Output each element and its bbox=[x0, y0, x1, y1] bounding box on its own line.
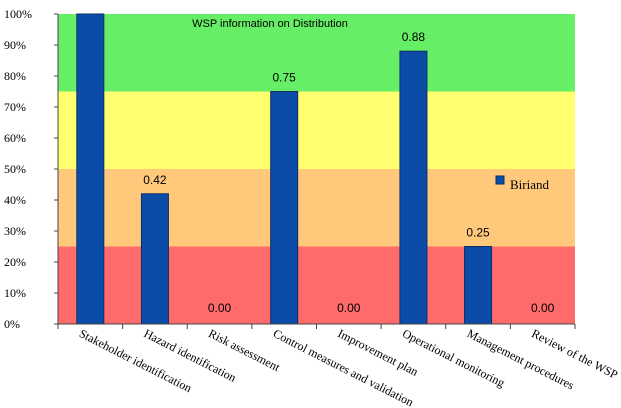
y-tick-label: 10% bbox=[4, 286, 26, 300]
band-0 bbox=[58, 246, 575, 324]
bar bbox=[464, 246, 493, 325]
y-tick-label: 100% bbox=[4, 7, 32, 21]
legend-label-biriand: Biriand bbox=[510, 177, 549, 192]
y-tick-label: 0% bbox=[4, 317, 20, 331]
x-tick-label: Management procedures bbox=[465, 326, 577, 392]
y-tick-label: 20% bbox=[4, 255, 26, 269]
bar-series bbox=[76, 13, 493, 325]
y-tick-label: 30% bbox=[4, 224, 26, 238]
background-bands bbox=[58, 14, 575, 324]
bar bbox=[76, 13, 105, 325]
data-label: 0.00 bbox=[531, 301, 555, 315]
data-label: 0.25 bbox=[466, 226, 490, 240]
data-label: 0.88 bbox=[402, 30, 426, 44]
y-axis: 0% 10% 20% 30% 40% 50% 60% 70% 80% 90% 100% bbox=[4, 7, 59, 331]
y-tick-label: 70% bbox=[4, 100, 26, 114]
y-tick-label: 50% bbox=[4, 162, 26, 176]
legend-swatch-biriand bbox=[495, 175, 505, 185]
y-tick-label: 40% bbox=[4, 193, 26, 207]
chart-title: WSP information on Distribution bbox=[192, 18, 348, 30]
band-2 bbox=[58, 91, 575, 169]
data-labels: 0.42 0.00 0.75 0.00 0.88 0.25 0.00 bbox=[143, 30, 554, 315]
data-label: 0.42 bbox=[143, 173, 167, 187]
y-tick-label: 90% bbox=[4, 38, 26, 52]
y-tick-label: 60% bbox=[4, 131, 26, 145]
bar bbox=[399, 50, 428, 325]
data-label: 0.00 bbox=[208, 301, 232, 315]
y-tick-label: 80% bbox=[4, 69, 26, 83]
x-tick-label: Stakeholder identification bbox=[77, 326, 194, 395]
legend: Biriand bbox=[495, 175, 549, 192]
band-3 bbox=[58, 14, 575, 92]
bar bbox=[140, 193, 169, 325]
bar bbox=[270, 91, 299, 325]
data-label: 0.00 bbox=[337, 301, 361, 315]
data-label: 0.75 bbox=[273, 71, 297, 85]
